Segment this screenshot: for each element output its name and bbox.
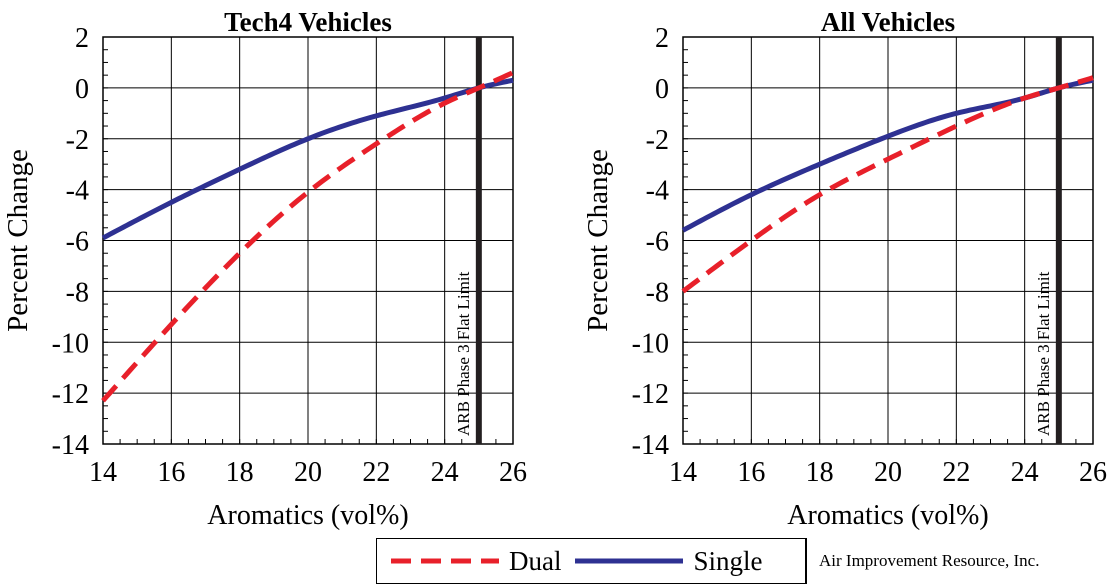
p2-y-tick-label: -2 [646,125,669,156]
p2-y-axis-title: Percent Change [582,149,614,332]
p1-y-tick-label: -12 [52,379,89,410]
p1-y-tick-label: -8 [66,277,89,308]
p2-x-tick-label: 18 [806,457,834,488]
p2-reference-line-label: ARB Phase 3 Flat Limit [1034,271,1053,436]
p1-x-tick-label: 18 [226,457,254,488]
p1-y-tick-label: -10 [52,328,89,359]
p1-series-single-line [101,77,514,241]
credit-text: Air Improvement Resource, Inc. [806,538,1106,584]
p2-chart-title: All Vehicles [821,7,955,37]
legend-item-single: Single [561,545,763,577]
p1-y-tick-label: -6 [66,227,89,258]
p1-y-tick-label: -2 [66,125,89,156]
legend-label-single: Single [693,545,763,576]
p1-x-tick-label: 20 [294,457,322,488]
p2-y-tick-label: -6 [646,227,669,258]
p2-x-tick-label: 22 [942,457,970,488]
legend-swatch-dual [391,558,499,564]
p2-y-tick-label: -4 [646,176,669,207]
p1-y-tick-label: 0 [75,74,89,105]
p1-x-axis-title: Aromatics (vol%) [207,500,408,531]
p2-x-axis-title: Aromatics (vol%) [787,500,988,531]
p1-x-tick-label: 22 [362,457,390,488]
p2-x-tick-label: 14 [669,457,697,488]
p2-y-tick-label: -10 [632,328,669,359]
p1-x-tick-label: 16 [157,457,185,488]
p2-series-dual-line [681,75,1094,294]
p1-y-axis-title: Percent Change [2,149,34,332]
p2-y-tick-label: 2 [655,23,669,54]
legend-label-dual: Dual [509,545,562,576]
p1-series-dual-line [101,70,515,403]
p1-y-tick-label: -14 [52,430,89,461]
legend: Dual Single [376,538,806,584]
p1-x-tick-label: 24 [431,457,459,488]
p2-y-tick-label: 0 [655,74,669,105]
p1-plot-frame [102,36,514,445]
p1-x-tick-label: 26 [499,457,527,488]
p2-y-tick-label: -12 [632,379,669,410]
p2-x-tick-label: 16 [737,457,765,488]
legend-swatch-single [575,558,684,564]
p2-y-tick-label: -8 [646,277,669,308]
p1-y-tick-label: 2 [75,23,89,54]
p2-x-tick-label: 24 [1011,457,1039,488]
p1-x-tick-label: 14 [89,457,117,488]
p2-plot-frame [682,36,1094,445]
p1-y-tick-label: -4 [66,176,89,207]
p1-reference-line-label: ARB Phase 3 Flat Limit [454,271,473,436]
p2-x-tick-label: 20 [874,457,902,488]
p2-y-tick-label: -14 [632,430,669,461]
p1-chart-title: Tech4 Vehicles [224,7,392,37]
legend-item-dual: Dual [377,546,561,577]
p2-x-tick-label: 26 [1079,457,1107,488]
